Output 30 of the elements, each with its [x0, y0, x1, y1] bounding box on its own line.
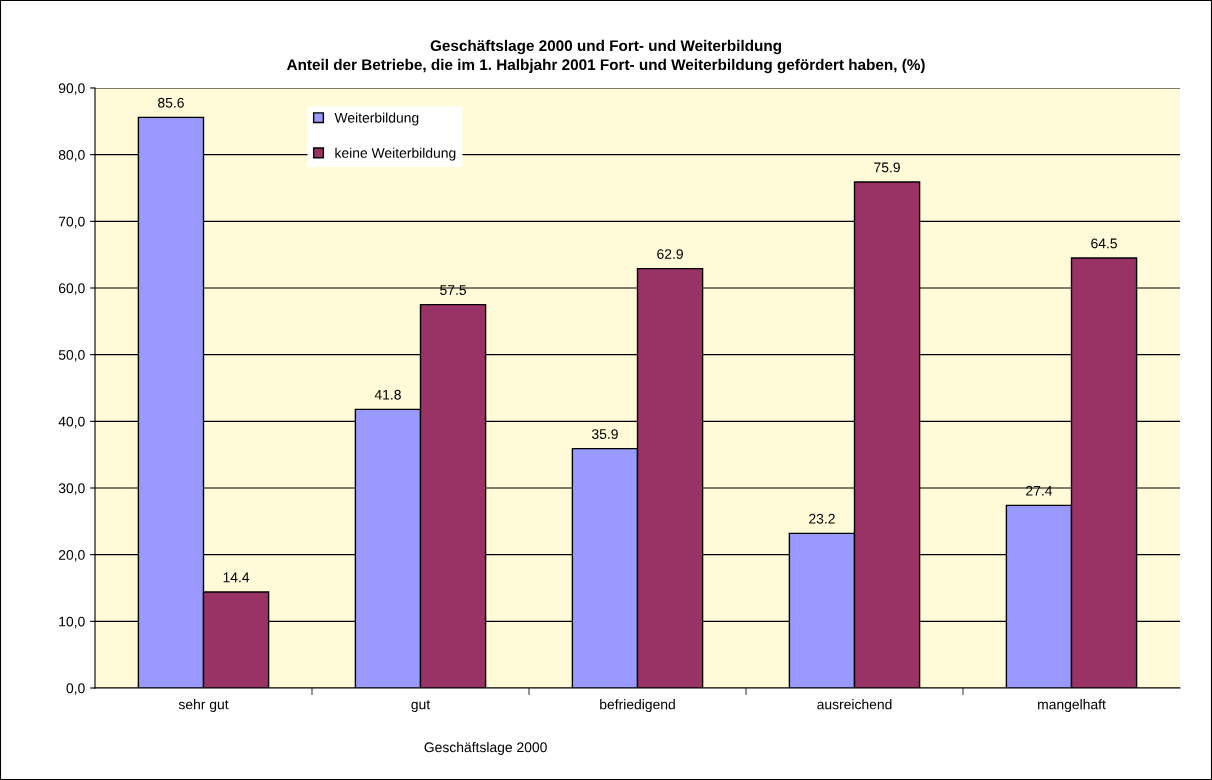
data-label: 75.9: [874, 162, 900, 173]
y-tick-label: 80,0: [58, 150, 85, 162]
x-tick-label: gut: [411, 700, 431, 713]
data-label: 62.9: [657, 249, 683, 259]
y-tick-label: 0,0: [66, 683, 85, 695]
data-label: 85.6: [158, 97, 184, 108]
data-label: 23.2: [809, 513, 835, 524]
y-tick-label: 60,0: [58, 283, 85, 295]
y-tick-label: 90,0: [58, 83, 85, 95]
legend-label: Weiterbildung: [334, 112, 419, 126]
y-tick-label: 50,0: [58, 350, 85, 362]
chart-title: Geschäftslage 2000 und Fort- und Weiterbildung: [430, 39, 781, 55]
x-axis-title: Geschäftslage 2000: [424, 742, 547, 755]
data-label: 27.4: [1026, 485, 1053, 496]
x-tick-label: befriedigend: [600, 699, 675, 713]
x-tick-label: ausreichend: [817, 699, 892, 710]
x-tick-label: sehr gut: [178, 699, 229, 713]
y-tick-label: 20,0: [58, 550, 85, 562]
data-label: 64.5: [1091, 238, 1117, 249]
y-tick-label: 30,0: [58, 483, 85, 495]
chart-subtitle: Anteil der Betriebe, die im 1. Halbjahr 2001 Fort- und Weiterbildung gefördert haben, (%): [286, 58, 925, 74]
x-tick-label: mangelhaft: [1038, 699, 1106, 713]
y-tick-label: 10,0: [59, 616, 85, 629]
y-tick-label: 70,0: [58, 216, 85, 229]
data-label: 57.5: [440, 285, 466, 295]
legend-label: keine Weiterbildung: [335, 147, 456, 161]
y-tick-label: 40,0: [58, 416, 85, 429]
data-label: 35.9: [591, 429, 618, 439]
data-label: 14.4: [223, 572, 250, 583]
data-label: 41.8: [374, 389, 401, 400]
